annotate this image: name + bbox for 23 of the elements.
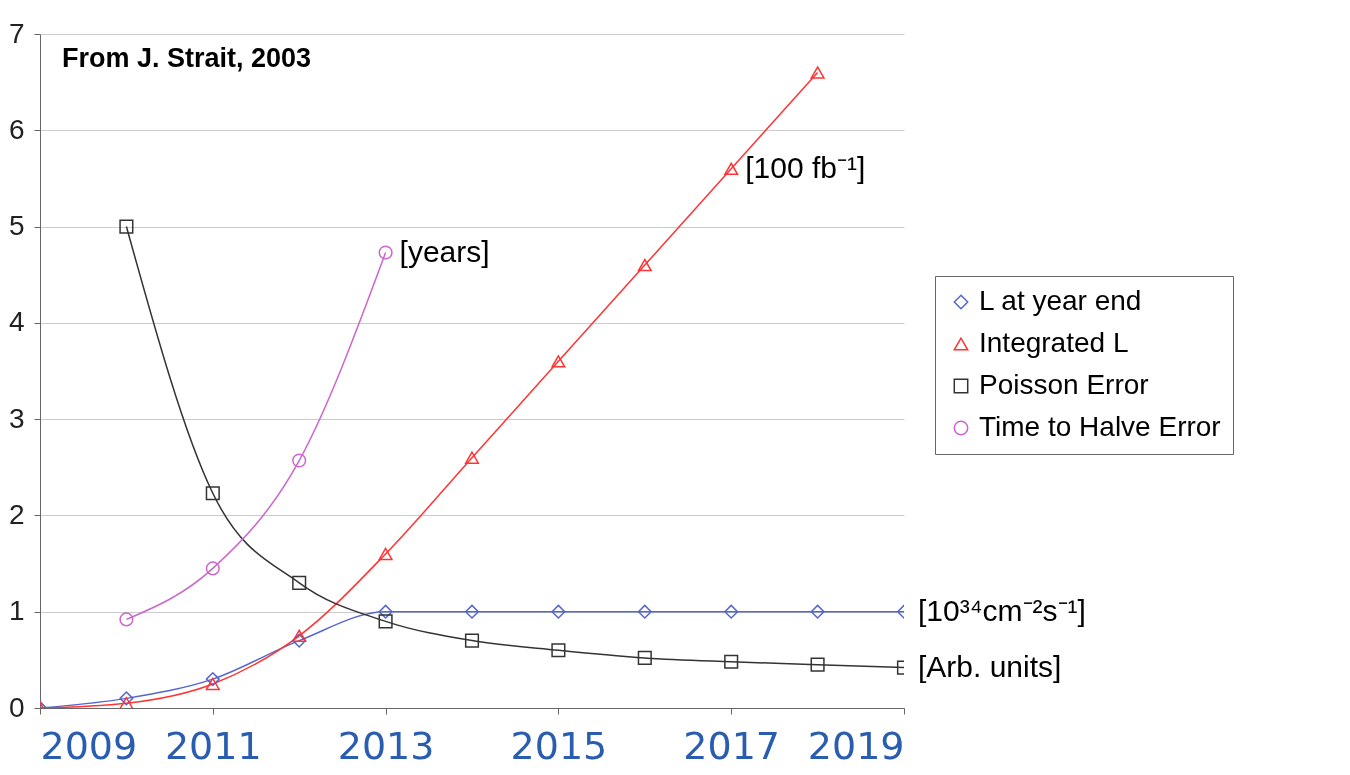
x-tick-label: 2011 [164,723,262,768]
legend-label: Poisson Error [979,369,1149,400]
x-tick-label: 2013 [337,723,435,768]
y-tick-label: 5 [8,210,25,242]
x-tick-label: 2015 [510,723,608,768]
y-tick-label: 3 [8,402,25,434]
x-tick-label: 2009 [40,723,138,768]
annotation: [100 fb⁻¹] [745,150,866,184]
y-tick-label: 7 [8,17,25,49]
y-tick-label: 1 [8,595,25,627]
legend-label: Time to Halve Error [979,411,1221,442]
y-tick-label: 4 [8,306,25,338]
y-tick-label: 6 [8,113,25,145]
annotation: [years] [399,234,490,268]
x-tick-label: 2017 [683,723,781,768]
annotation: [10³⁴cm⁻²s⁻¹] [918,593,1086,627]
x-tick-label: 2019 [807,723,905,768]
legend-label: Integrated L [979,327,1129,358]
y-tick-label: 0 [8,691,25,723]
annotation: [Arb. units] [918,649,1062,683]
y-tick-label: 2 [8,498,25,530]
legend-label: L at year end [979,285,1142,316]
annotation: From J. Strait, 2003 [62,43,312,73]
